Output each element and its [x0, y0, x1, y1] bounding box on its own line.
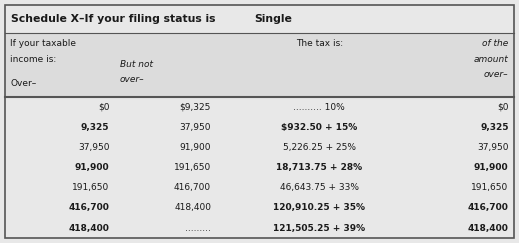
Text: over–: over– [484, 70, 509, 79]
Text: Over–: Over– [10, 79, 37, 88]
Text: 191,650: 191,650 [471, 183, 509, 192]
Text: 18,713.75 + 28%: 18,713.75 + 28% [276, 163, 362, 172]
Text: 120,910.25 + 35%: 120,910.25 + 35% [274, 203, 365, 212]
Text: Single: Single [254, 14, 292, 24]
Text: 91,900: 91,900 [474, 163, 509, 172]
Text: 37,950: 37,950 [180, 123, 211, 132]
Text: The tax is:: The tax is: [296, 39, 343, 48]
Text: 191,650: 191,650 [72, 183, 110, 192]
Bar [5, 5, 514, 33]
Text: of the: of the [482, 39, 509, 48]
Text: 37,950: 37,950 [477, 143, 509, 152]
Text: If your taxable: If your taxable [10, 39, 76, 48]
Text: 418,400: 418,400 [69, 224, 110, 233]
Text: over–: over– [120, 75, 144, 84]
Text: $0: $0 [497, 103, 509, 112]
Text: $9,325: $9,325 [180, 103, 211, 112]
Text: .......... 10%: .......... 10% [293, 103, 345, 112]
Text: 37,950: 37,950 [78, 143, 110, 152]
Text: .........: ......... [185, 224, 211, 233]
Text: amount: amount [474, 55, 509, 64]
Text: 418,400: 418,400 [174, 203, 211, 212]
Text: Schedule X–If your filing status is: Schedule X–If your filing status is [11, 14, 220, 24]
Text: 191,650: 191,650 [174, 163, 211, 172]
Text: But not: But not [120, 60, 153, 69]
Text: 91,900: 91,900 [75, 163, 110, 172]
Text: 416,700: 416,700 [174, 183, 211, 192]
Text: $932.50 + 15%: $932.50 + 15% [281, 123, 358, 132]
Text: $0: $0 [98, 103, 110, 112]
Text: 418,400: 418,400 [468, 224, 509, 233]
Text: 121,505.25 + 39%: 121,505.25 + 39% [273, 224, 365, 233]
Text: 416,700: 416,700 [468, 203, 509, 212]
Text: 9,325: 9,325 [480, 123, 509, 132]
Text: 46,643.75 + 33%: 46,643.75 + 33% [280, 183, 359, 192]
Bar [5, 97, 514, 238]
Text: 416,700: 416,700 [69, 203, 110, 212]
Bar [5, 33, 514, 97]
Text: 91,900: 91,900 [180, 143, 211, 152]
Text: 5,226.25 + 25%: 5,226.25 + 25% [283, 143, 356, 152]
Text: 9,325: 9,325 [81, 123, 110, 132]
Text: income is:: income is: [10, 55, 57, 64]
